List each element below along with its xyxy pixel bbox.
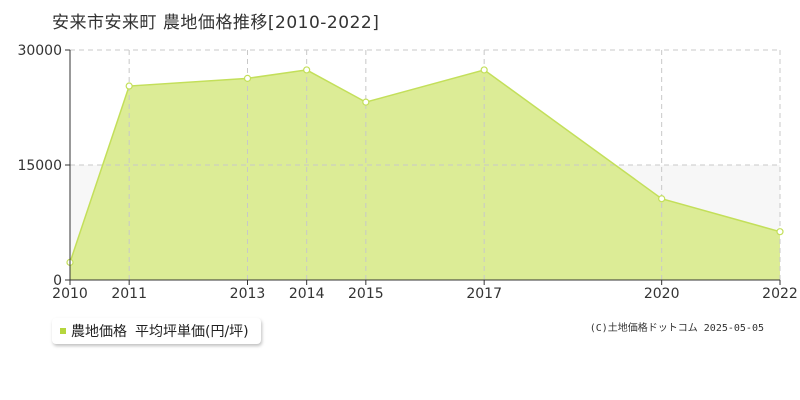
x-tick-label-2022: 2022 xyxy=(762,286,798,302)
y-tick-label-0: 0 xyxy=(53,273,62,289)
data-point-2015 xyxy=(362,98,370,106)
legend-swatch xyxy=(60,328,66,334)
data-point-2017 xyxy=(480,66,488,74)
x-tick-label-2011: 2011 xyxy=(111,286,147,302)
y-tick-label-2: 30000 xyxy=(17,43,62,59)
data-point-2011 xyxy=(125,82,133,90)
y-tick-label-1: 15000 xyxy=(17,158,62,174)
x-tick-label-2020: 2020 xyxy=(644,286,680,302)
data-point-2022 xyxy=(776,228,784,236)
x-tick-label-2010: 2010 xyxy=(52,286,88,302)
x-tick-label-2017: 2017 xyxy=(466,286,502,302)
legend: 農地価格 平均坪単価(円/坪) xyxy=(52,318,261,344)
x-tick-label-2013: 2013 xyxy=(230,286,266,302)
chart-title: 安来市安来町 農地価格推移[2010-2022] xyxy=(52,13,380,33)
data-point-2020 xyxy=(658,195,666,203)
legend-series-label: 農地価格 xyxy=(71,324,127,340)
x-tick-label-2015: 2015 xyxy=(348,286,384,302)
legend-unit-label: 平均坪単価(円/坪) xyxy=(135,324,249,340)
series-line xyxy=(69,69,781,263)
data-point-2013 xyxy=(243,74,252,82)
credit-text: (C)土地価格ドットコム 2025-05-05 xyxy=(589,323,764,334)
data-point-2014 xyxy=(303,66,311,74)
x-tick-label-2014: 2014 xyxy=(289,286,325,302)
